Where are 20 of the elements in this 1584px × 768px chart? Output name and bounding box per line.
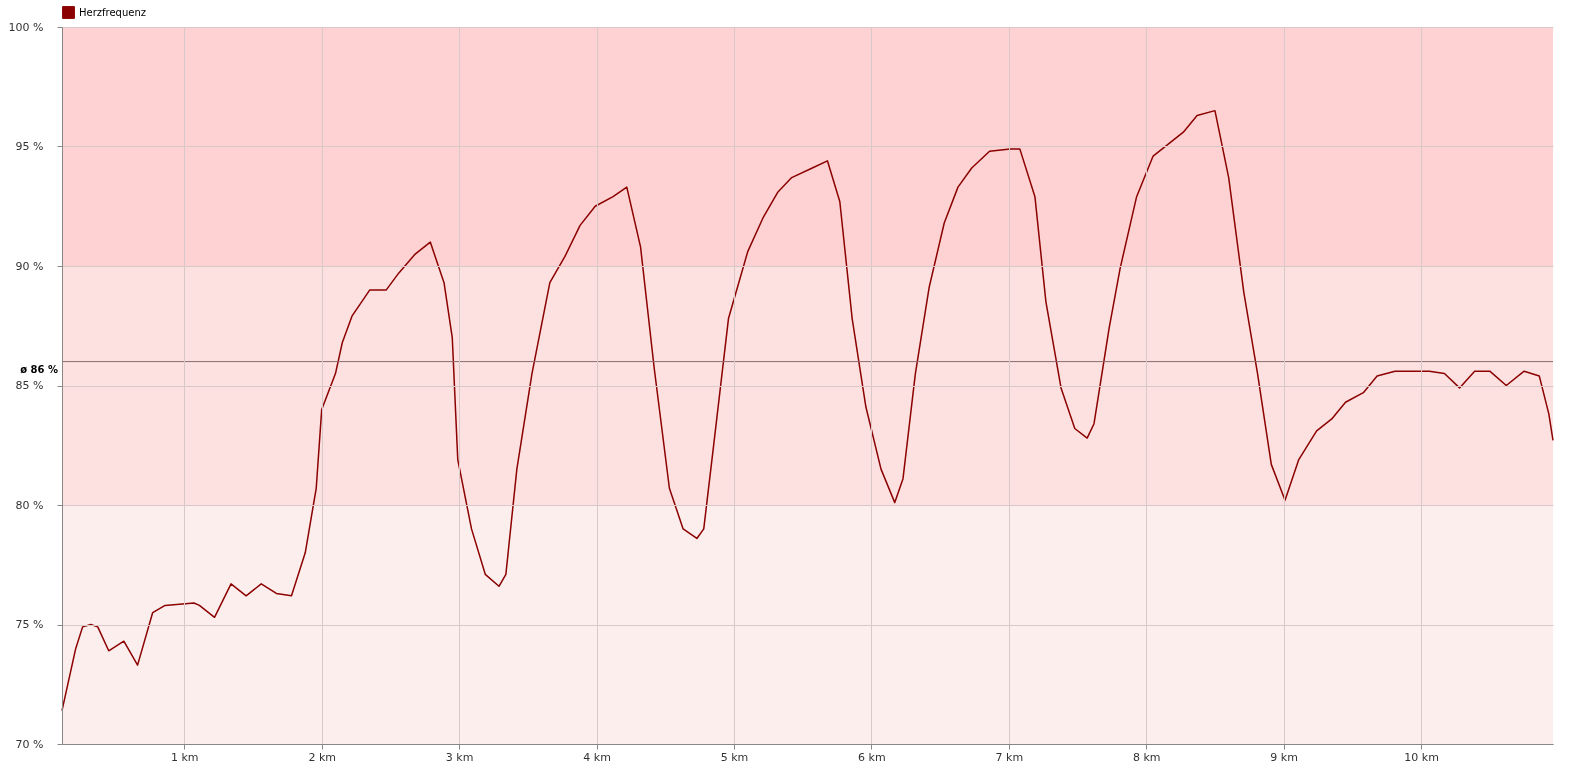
- legend-label: Herzfrequenz: [79, 6, 147, 18]
- y-tick-label: 90 %: [15, 259, 44, 273]
- x-tick-label: 6 km: [858, 750, 886, 764]
- ref-line-label: ø 86 %: [20, 363, 58, 375]
- y-tick-label: 100 %: [8, 20, 44, 34]
- x-tick-label: 8 km: [1132, 750, 1161, 764]
- x-tick-label: 7 km: [995, 750, 1024, 764]
- x-tick-label: 1 km: [171, 750, 199, 764]
- x-tick-label: 2 km: [308, 750, 337, 764]
- y-tick-label: 75 %: [15, 618, 44, 631]
- y-tick-label: 70 %: [15, 737, 44, 751]
- x-tick-label: 4 km: [583, 750, 611, 764]
- x-tick-label: 3 km: [445, 750, 474, 764]
- x-tick-label: 10 km: [1404, 750, 1439, 764]
- y-tick-label: 95 %: [15, 140, 44, 153]
- line-series: [61, 109, 1554, 712]
- y-tick-label: 80 %: [15, 498, 44, 512]
- y-tick-label: 85 %: [15, 379, 44, 392]
- x-tick-label: 5 km: [720, 750, 749, 764]
- x-tick-label: 9 km: [1270, 750, 1298, 764]
